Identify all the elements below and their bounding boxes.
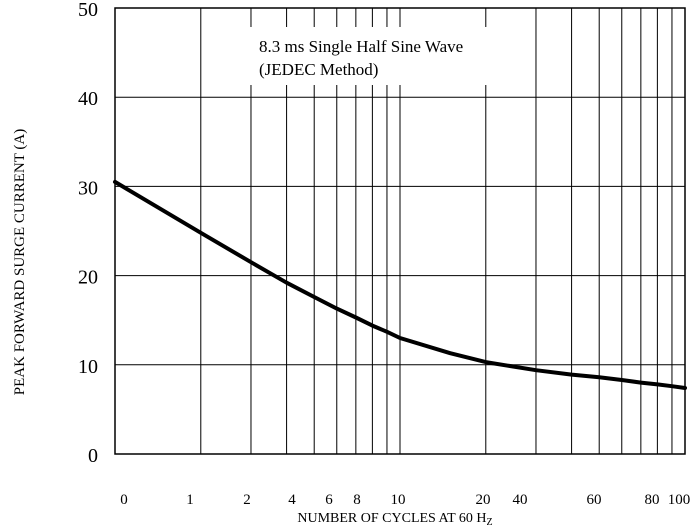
y-tick-label: 40 <box>78 88 98 110</box>
x-tick-label: 6 <box>325 492 333 508</box>
x-axis-label-text: NUMBER OF CYCLES AT 60 H <box>297 511 486 526</box>
x-tick-label: 2 <box>243 492 251 508</box>
annotation-line-1: 8.3 ms Single Half Sine Wave <box>259 37 463 56</box>
plot-frame <box>114 7 686 455</box>
annotation-line-2: (JEDEC Method) <box>259 60 378 79</box>
x-tick-label: 0 <box>120 492 128 508</box>
y-tick-label: 10 <box>78 356 98 378</box>
x-tick-label: 4 <box>288 492 296 508</box>
x-tick-label: 80 <box>645 492 660 508</box>
y-tick-label: 20 <box>78 267 98 289</box>
x-tick-label: 20 <box>476 492 491 508</box>
surge-curve-line <box>113 179 687 390</box>
y-tick-label: 30 <box>78 177 98 199</box>
annotation-box: 8.3 ms Single Half Sine Wave (JEDEC Meth… <box>243 27 520 85</box>
x-tick-label: 40 <box>513 492 528 508</box>
x-tick-labels: 0 1 2 4 6 8 10 20 40 60 80 100 <box>120 492 690 508</box>
x-axis-label-subscript: Z <box>487 517 493 526</box>
y-tick-label: 50 <box>78 0 98 21</box>
y-tick-labels: 0 10 20 30 40 50 <box>78 0 98 467</box>
x-tick-label: 100 <box>668 492 691 508</box>
x-tick-label: 1 <box>186 492 194 508</box>
y-axis-label: PEAK FORWARD SURGE CURRENT (A) <box>12 129 28 395</box>
x-tick-label: 60 <box>587 492 602 508</box>
x-tick-label: 8 <box>353 492 361 508</box>
x-tick-label: 10 <box>391 492 406 508</box>
x-axis-label: NUMBER OF CYCLES AT 60 HZ <box>297 511 492 526</box>
y-tick-label: 0 <box>88 445 98 467</box>
